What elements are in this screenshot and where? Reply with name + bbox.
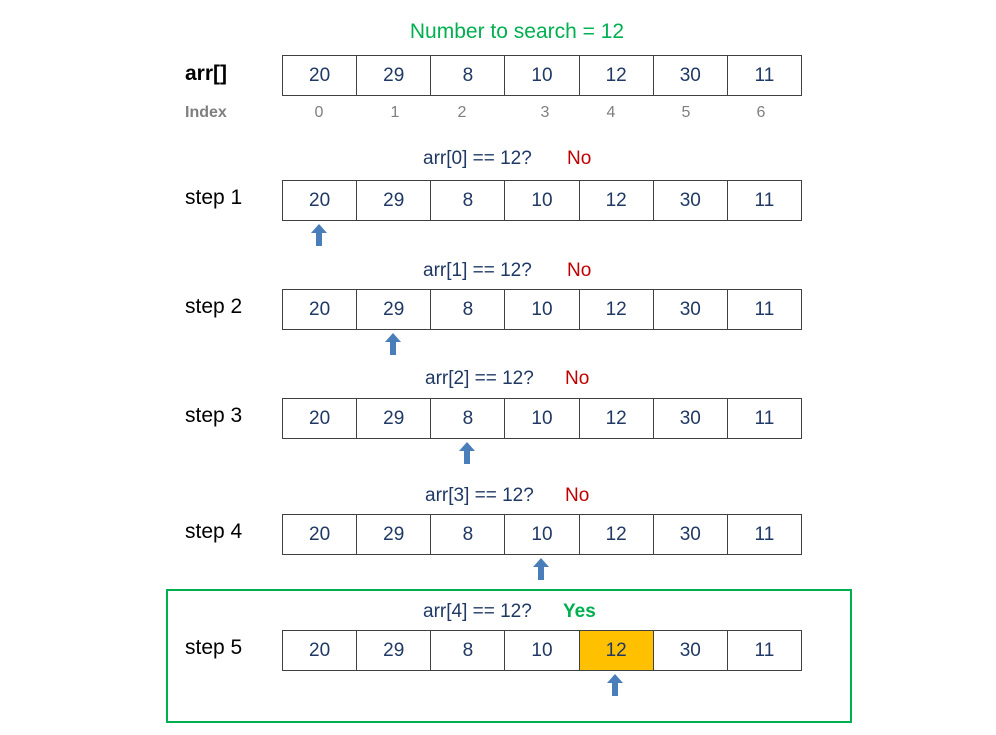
array-cell: 11	[726, 290, 801, 329]
step-array: 20 29 8 10 12 30 11	[282, 398, 802, 439]
array-cell: 10	[504, 56, 578, 95]
step-question: arr[2] == 12?	[425, 368, 534, 389]
index-label: Index	[185, 104, 227, 121]
array-cell: 10	[504, 399, 578, 438]
found-cell: 12	[578, 631, 653, 670]
index-number: 4	[606, 104, 616, 121]
step-label: step 5	[185, 636, 243, 659]
array-cell: 20	[309, 407, 331, 429]
array-cell: 10	[504, 181, 578, 220]
array-cell: 30	[652, 56, 727, 95]
array-cell: 8	[430, 56, 504, 95]
step-array: 20 29 8 10 12 30 11	[282, 630, 802, 671]
pointer-arrow-icon	[533, 558, 549, 580]
array-cell: 11	[726, 631, 801, 670]
array-cell: 11	[726, 56, 801, 95]
array-cell: 29	[356, 399, 430, 438]
pointer-arrow-icon	[385, 333, 401, 355]
array-cell: 8	[430, 290, 504, 329]
array-cell: 12	[578, 181, 653, 220]
search-title: Number to search = 12	[409, 20, 625, 43]
array-cell: 10	[504, 515, 578, 554]
step-result: No	[567, 260, 592, 281]
source-array: 20 29 8 10 12 30 11	[282, 55, 802, 96]
array-cell: 12	[578, 515, 653, 554]
array-cell: 20	[309, 523, 331, 545]
step-question: arr[0] == 12?	[423, 148, 532, 169]
array-cell: 20	[309, 298, 331, 320]
step-label: step 3	[185, 404, 243, 427]
step-array: 20 29 8 10 12 30 11	[282, 514, 802, 555]
index-number: 2	[457, 104, 467, 121]
array-cell: 29	[356, 631, 430, 670]
step-result: No	[565, 368, 590, 389]
array-cell: 30	[652, 181, 727, 220]
array-cell: 12	[578, 290, 653, 329]
array-cell: 20	[309, 639, 331, 661]
index-row: 0 1 2 3 4 5 6	[282, 104, 802, 124]
index-number: 0	[314, 104, 324, 121]
array-label: arr[]	[185, 62, 228, 85]
step-result: No	[565, 485, 590, 506]
step-question: arr[1] == 12?	[423, 260, 532, 281]
array-cell: 20	[309, 64, 331, 86]
array-cell: 8	[430, 631, 504, 670]
step-result: No	[567, 148, 592, 169]
array-cell: 30	[652, 631, 727, 670]
index-number: 5	[681, 104, 691, 121]
array-cell: 8	[430, 399, 504, 438]
array-cell: 30	[652, 515, 727, 554]
array-cell: 30	[652, 290, 727, 329]
found-step-highlight	[166, 589, 852, 723]
array-cell: 11	[726, 181, 801, 220]
index-number: 1	[390, 104, 400, 121]
step-label: step 4	[185, 520, 243, 543]
array-cell: 30	[652, 399, 727, 438]
pointer-arrow-icon	[459, 442, 475, 464]
array-cell: 11	[726, 515, 801, 554]
array-cell: 8	[430, 181, 504, 220]
step-array: 20 29 8 10 12 30 11	[282, 289, 802, 330]
array-cell: 29	[356, 181, 430, 220]
step-result: Yes	[563, 601, 596, 622]
pointer-arrow-icon	[607, 674, 623, 696]
index-number: 6	[756, 104, 766, 121]
step-label: step 2	[185, 295, 243, 318]
array-cell: 29	[356, 290, 430, 329]
step-label: step 1	[185, 186, 243, 209]
array-cell: 10	[504, 290, 578, 329]
array-cell: 8	[430, 515, 504, 554]
array-cell: 12	[578, 56, 653, 95]
step-question: arr[3] == 12?	[425, 485, 534, 506]
pointer-arrow-icon	[311, 224, 327, 246]
array-cell: 10	[504, 631, 578, 670]
step-array: 20 29 8 10 12 30 11	[282, 180, 802, 221]
array-cell: 20	[309, 189, 331, 211]
index-number: 3	[540, 104, 550, 121]
array-cell: 29	[356, 56, 430, 95]
array-cell: 11	[726, 399, 801, 438]
array-cell: 12	[578, 399, 653, 438]
array-cell: 29	[356, 515, 430, 554]
step-question: arr[4] == 12?	[423, 601, 532, 622]
